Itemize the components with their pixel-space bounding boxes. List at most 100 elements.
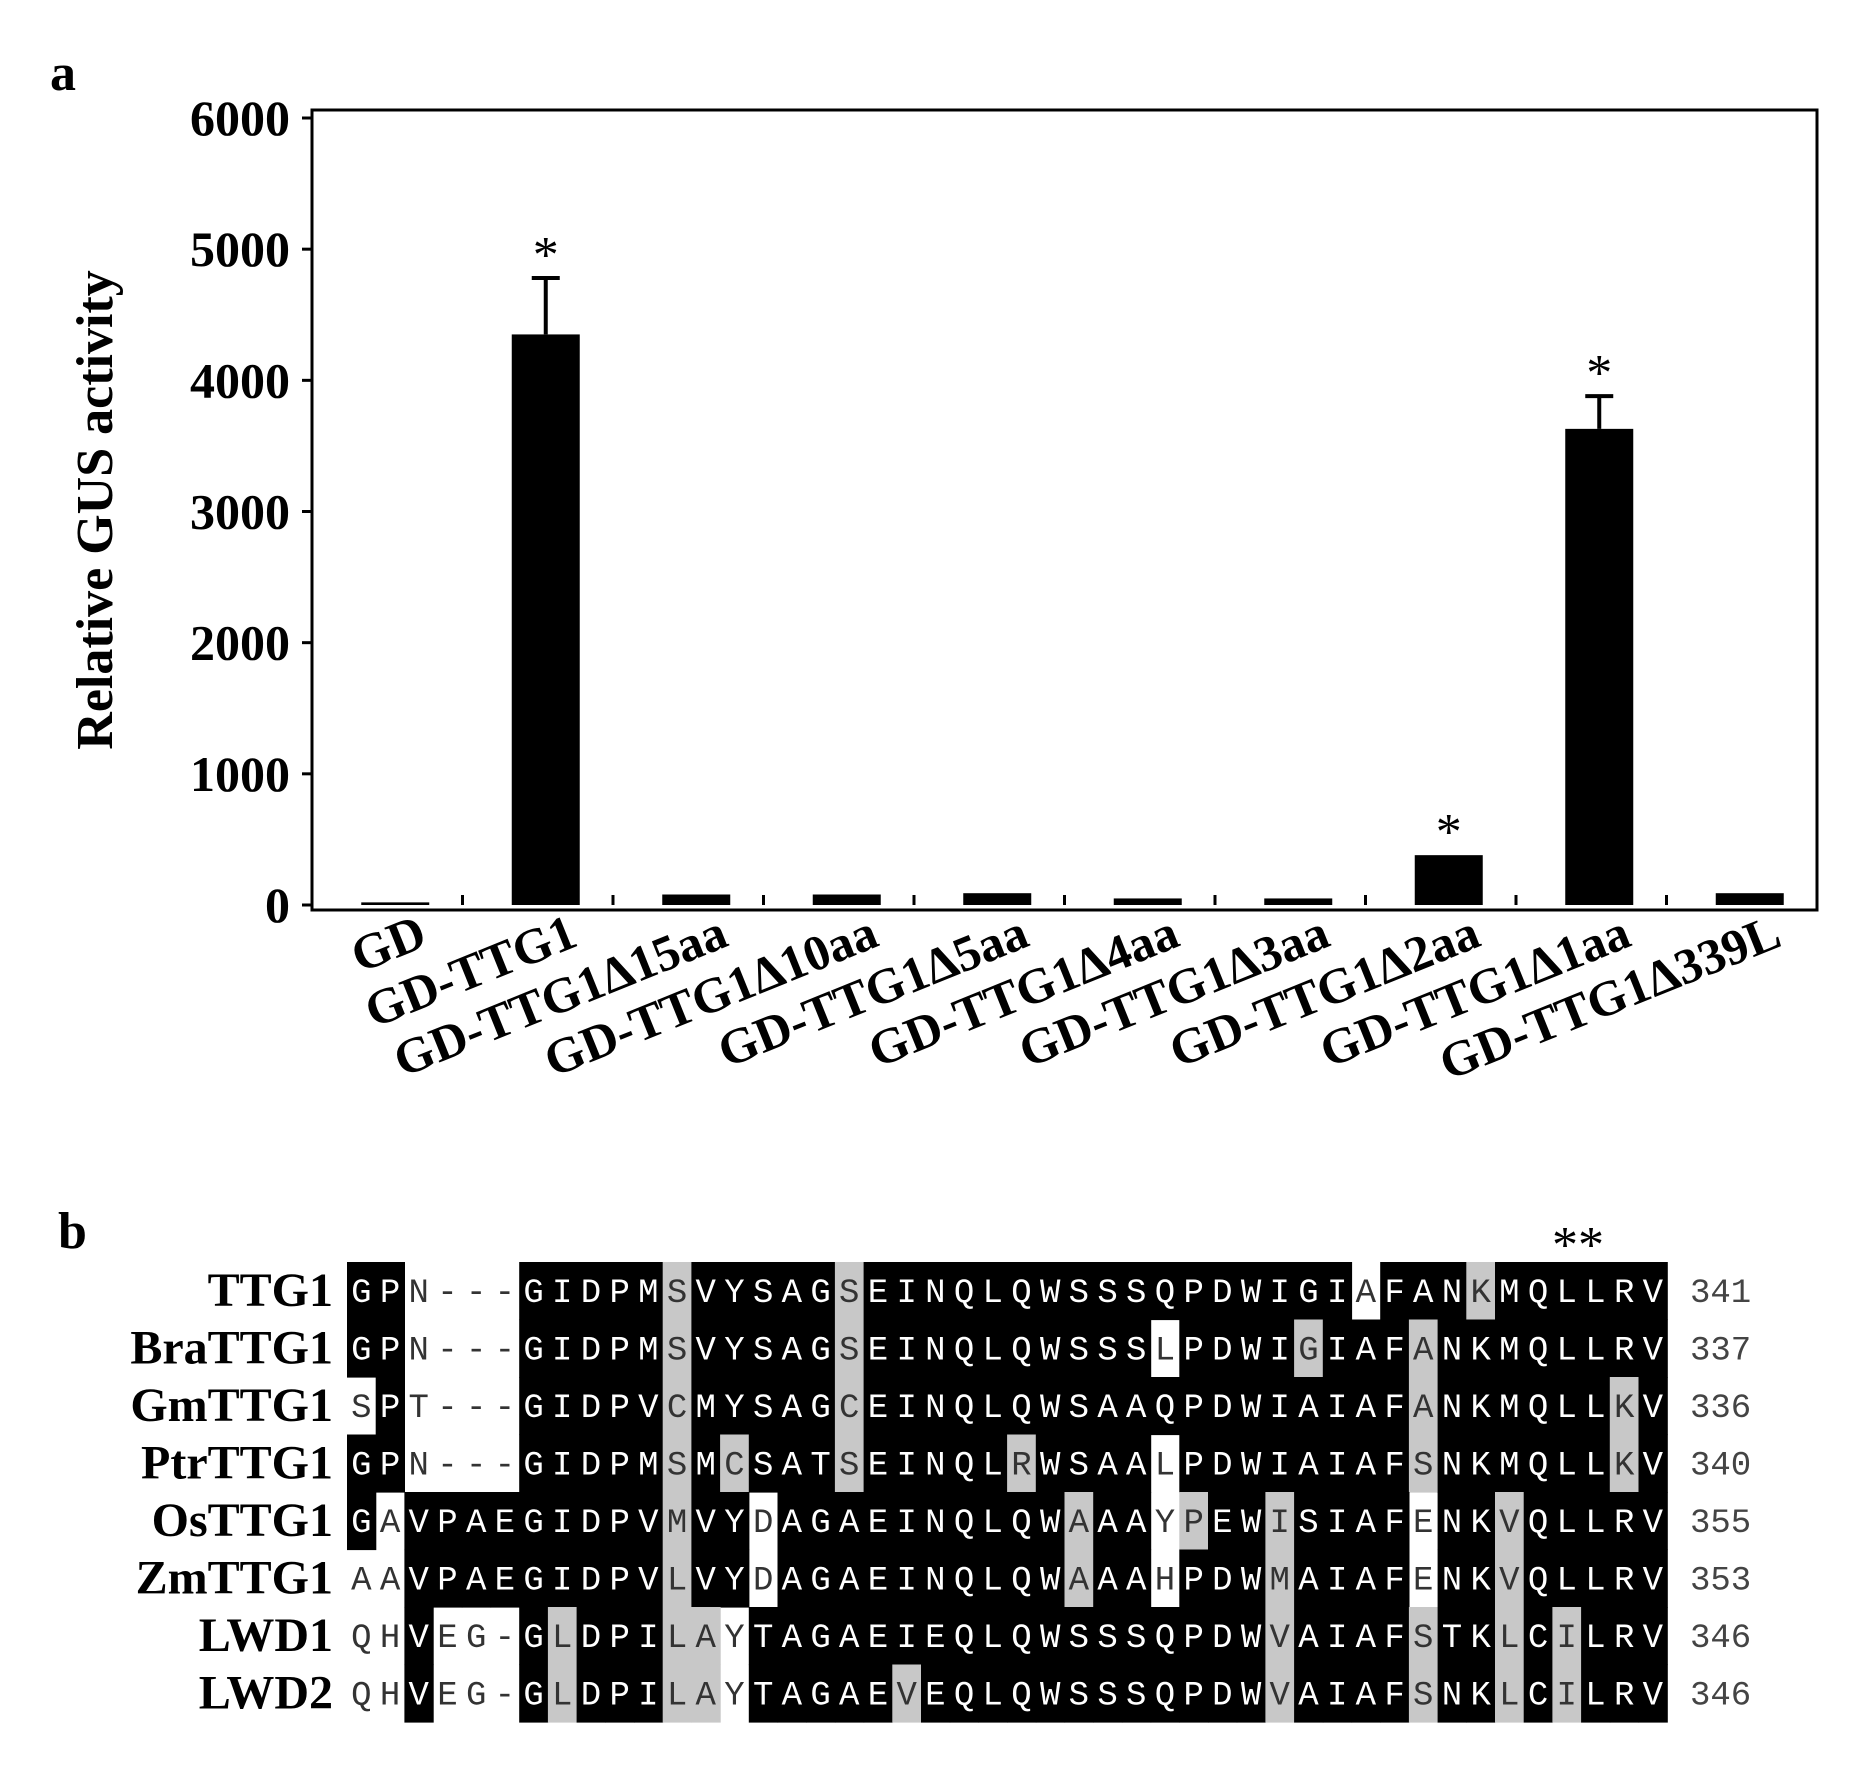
- residue: S: [1413, 1448, 1433, 1486]
- residue: F: [1384, 1448, 1404, 1486]
- residue-shade: [921, 1262, 951, 1321]
- residue: L: [983, 1333, 1003, 1371]
- residue: G: [523, 1620, 543, 1658]
- residue: Q: [1011, 1333, 1031, 1371]
- residue-shade: [1495, 1607, 1525, 1666]
- residue-shade: [921, 1549, 951, 1608]
- residue-shade: [1609, 1549, 1640, 1608]
- residue: R: [1614, 1333, 1634, 1371]
- residue: Q: [1155, 1678, 1175, 1716]
- residue: I: [552, 1563, 572, 1601]
- residue: Q: [954, 1620, 974, 1658]
- residue-shade: [978, 1377, 1008, 1436]
- residue: V: [1270, 1678, 1291, 1716]
- bar: [511, 334, 580, 905]
- residue-shade: [1121, 1434, 1152, 1493]
- residue: G: [523, 1333, 543, 1371]
- residue-shade: [576, 1492, 606, 1551]
- residue: A: [1097, 1448, 1118, 1486]
- residue-shade: [1294, 1492, 1324, 1551]
- residue: Q: [351, 1620, 371, 1658]
- significance-marker: *: [1586, 345, 1612, 402]
- residue-shade: [347, 1319, 377, 1378]
- residue-shade: [1265, 1377, 1295, 1436]
- residue-shade: [949, 1262, 979, 1321]
- residue-shade: [1380, 1262, 1410, 1321]
- residue-shade: [1179, 1607, 1209, 1666]
- residue: R: [1614, 1678, 1634, 1716]
- residue-shade: [1265, 1664, 1295, 1723]
- residue: S: [1069, 1678, 1089, 1716]
- residue-shade: [978, 1492, 1008, 1551]
- residue-shade: [1495, 1492, 1525, 1551]
- residue: W: [1241, 1390, 1262, 1428]
- residue-shade: [806, 1377, 836, 1436]
- residue-shade: [404, 1492, 434, 1551]
- residue-shade: [605, 1319, 635, 1378]
- residue-shade: [634, 1434, 664, 1493]
- residue-shade: [1265, 1492, 1295, 1551]
- residue: N: [925, 1505, 945, 1543]
- residue-shade: [1007, 1262, 1037, 1321]
- residue: I: [896, 1333, 916, 1371]
- residue: L: [983, 1390, 1003, 1428]
- residue-shade: [1351, 1377, 1381, 1436]
- residue: L: [1557, 1563, 1577, 1601]
- residue: Y: [1155, 1505, 1175, 1543]
- residue-shade: [1322, 1492, 1353, 1551]
- residue-shade: [547, 1262, 578, 1321]
- residue: P: [609, 1333, 629, 1371]
- residue-shade: [634, 1319, 664, 1378]
- sequence-name: PtrTTG1: [141, 1437, 333, 1490]
- residue-shade: [1121, 1664, 1152, 1723]
- residue: -: [466, 1448, 486, 1486]
- residue-shade: [1093, 1492, 1123, 1551]
- residue-shade: [634, 1607, 664, 1666]
- residue: W: [1241, 1505, 1262, 1543]
- residue-shade: [519, 1319, 549, 1378]
- sequence-position: 346: [1690, 1678, 1751, 1716]
- residue-shade: [1495, 1319, 1525, 1378]
- residue: S: [351, 1390, 371, 1428]
- residue-shade: [1265, 1319, 1295, 1378]
- residue: L: [1585, 1505, 1605, 1543]
- residue: I: [638, 1620, 658, 1658]
- residue-shade: [1236, 1492, 1266, 1551]
- residue-shade: [1093, 1377, 1123, 1436]
- residue-shade: [1466, 1319, 1496, 1378]
- residue: P: [437, 1563, 457, 1601]
- residue-shade: [1437, 1377, 1467, 1436]
- residue: L: [1585, 1678, 1605, 1716]
- residue-shade: [461, 1549, 492, 1608]
- residue-shade: [1179, 1319, 1209, 1378]
- residue-shade: [1093, 1664, 1123, 1723]
- residue: S: [1126, 1620, 1146, 1658]
- residue: V: [1499, 1505, 1520, 1543]
- panel-a-label: a: [50, 45, 76, 102]
- residue-shade: [1150, 1377, 1180, 1436]
- residue-shade: [1121, 1549, 1152, 1608]
- residue: -: [466, 1333, 486, 1371]
- residue-shade: [605, 1262, 635, 1321]
- residue: W: [1241, 1563, 1262, 1601]
- residue-shade: [1609, 1664, 1640, 1723]
- residue: Q: [954, 1448, 974, 1486]
- residue: D: [581, 1620, 601, 1658]
- residue: S: [839, 1448, 859, 1486]
- residue-shade: [806, 1664, 836, 1723]
- residue-shade: [1179, 1434, 1209, 1493]
- residue: A: [1126, 1390, 1147, 1428]
- residue: E: [1212, 1505, 1232, 1543]
- residue-shade: [777, 1492, 807, 1551]
- residue: K: [1470, 1448, 1491, 1486]
- alignment-row: GmTTG1 S P T - - - G I D P V C M Y S A G C E I N Q L Q W S A A Q P D W I A…: [130, 1377, 1751, 1436]
- residue-shade: [1351, 1607, 1381, 1666]
- residue: I: [552, 1275, 572, 1313]
- residue: S: [1126, 1275, 1146, 1313]
- residue: L: [1557, 1333, 1577, 1371]
- residue: P: [1183, 1505, 1203, 1543]
- residue: N: [925, 1390, 945, 1428]
- residue-shade: [892, 1664, 922, 1723]
- residue: -: [437, 1390, 457, 1428]
- residue: L: [1155, 1448, 1175, 1486]
